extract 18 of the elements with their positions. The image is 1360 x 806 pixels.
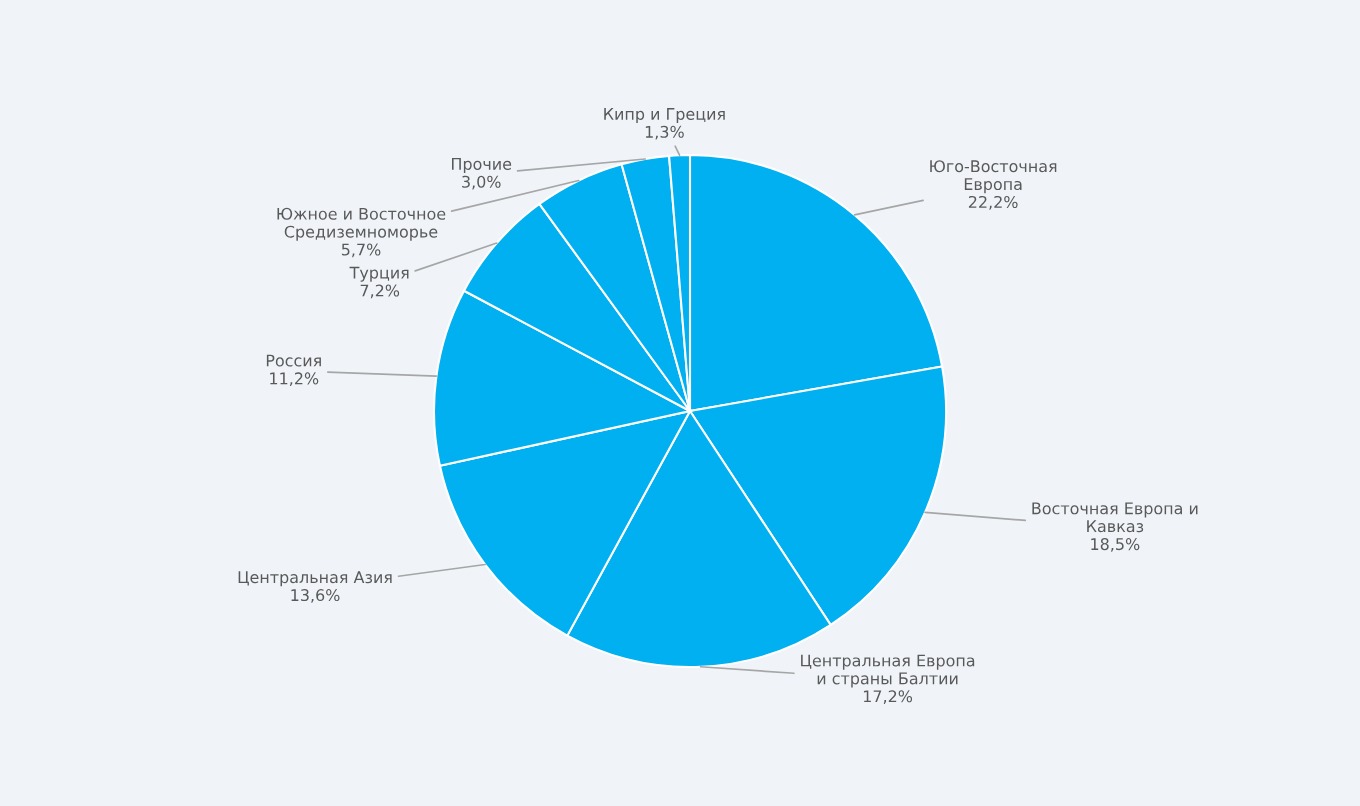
slice-label: Восточная Европа и Кавказ — [1032, 502, 1198, 533]
slice-label: Южное и Восточное Средиземноморье — [277, 207, 446, 241]
slice-label: Кипр и Греция — [604, 108, 725, 124]
slice-label: Россия — [266, 354, 321, 367]
data-label: 1,3% — [645, 125, 684, 140]
data-label: 11,2% — [270, 372, 319, 387]
slice-label: Прочие — [452, 158, 512, 173]
data-label: 7,2% — [360, 284, 400, 299]
data-label: 17,2% — [863, 690, 913, 704]
slice-label: Турция — [349, 266, 409, 282]
data-label: 13,6% — [291, 589, 340, 603]
data-label: 18,5% — [1091, 538, 1140, 552]
data-label: 3,0% — [462, 175, 501, 190]
slice-label: Центральная Европа и страны Балтии — [801, 654, 975, 688]
slice-label: Юго-Восточная Европа — [930, 160, 1057, 194]
data-label: 5,7% — [341, 243, 381, 258]
data-label: 22,2% — [968, 195, 1018, 210]
slice-label: Центральная Азия — [238, 571, 392, 587]
